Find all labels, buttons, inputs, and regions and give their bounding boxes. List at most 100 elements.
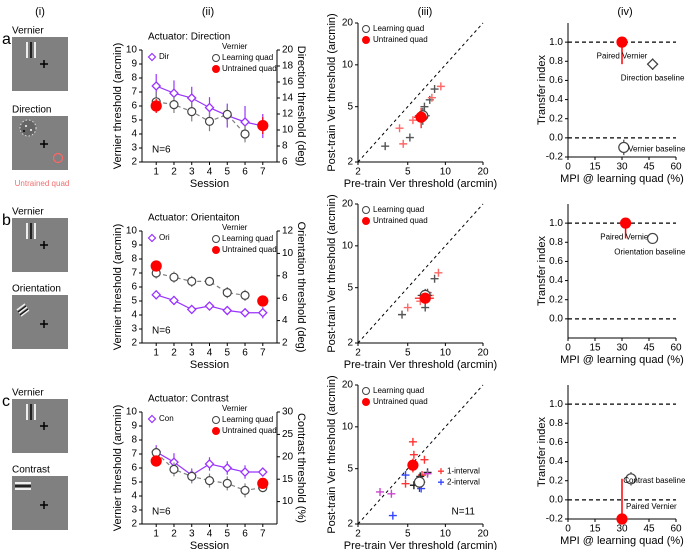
row-label: c <box>2 393 10 410</box>
x-tick-label: 6 <box>242 167 248 178</box>
y-tick-label: 6 <box>131 463 137 474</box>
marker <box>616 36 628 48</box>
y2-tick-label: 6 <box>282 293 288 304</box>
marker <box>240 290 250 300</box>
marker <box>150 100 162 112</box>
x-tick-label: 5 <box>224 167 230 178</box>
x-tick-label: 5 <box>405 167 411 178</box>
marker <box>619 217 632 229</box>
y2-tick-label: 30 <box>282 407 294 418</box>
y-tick-label: 5 <box>131 115 137 126</box>
y-tick-label: 0.0 <box>549 494 563 505</box>
x-tick-label: 6 <box>242 529 248 540</box>
point-label: Paired Vernier <box>600 232 651 241</box>
marker <box>430 85 439 94</box>
marker <box>398 310 407 319</box>
x-axis-label: Session <box>190 359 229 371</box>
x-tick-label: 2 <box>171 348 177 359</box>
y-tick-label: 6 <box>131 282 137 293</box>
y-tick-label: 10 <box>342 421 354 432</box>
y-tick-label: 20 <box>342 199 354 210</box>
y-tick-label: 0.8 <box>549 418 563 429</box>
y2-axis-label: Contrast threshold (%) <box>295 413 307 523</box>
marker <box>169 272 179 282</box>
marker <box>240 485 250 495</box>
stimulus <box>12 37 68 91</box>
marker <box>420 102 429 111</box>
legend-marker <box>362 36 370 44</box>
marker <box>187 106 197 117</box>
legend-title: Vernier <box>222 404 248 413</box>
annotation: N=6 <box>152 326 171 337</box>
marker <box>646 58 659 71</box>
y-tick-label: 0.2 <box>549 475 563 486</box>
legend-marker <box>362 217 370 225</box>
marker <box>618 141 630 154</box>
y2-tick-label: 10 <box>282 248 294 259</box>
marker <box>376 487 385 496</box>
legend-label: Untrained quad <box>373 216 428 225</box>
row-label: a <box>2 31 11 48</box>
x-tick-label: 4 <box>207 348 213 359</box>
y-axis-label: Transfer index <box>536 55 548 125</box>
x-tick-label: 5 <box>224 348 230 359</box>
y2-tick-label: 16 <box>282 77 294 88</box>
marker <box>625 473 637 485</box>
marker <box>408 437 417 446</box>
x-tick-label: 7 <box>260 529 266 540</box>
legend-label: Untrained quad <box>222 245 277 254</box>
x-tick-label: 5 <box>405 529 411 540</box>
point-label: Paired Vernier <box>597 51 648 60</box>
marker <box>401 479 410 488</box>
legend-marker <box>212 427 220 435</box>
x-axis-label: Pre-train Ver threshold (arcmin) <box>344 178 497 190</box>
marker <box>395 124 404 133</box>
marker <box>169 99 179 110</box>
x-tick-label: 60 <box>670 524 682 535</box>
x-axis-label: MPI @ learning quad (%) <box>560 535 684 547</box>
marker <box>257 119 269 132</box>
y2-tick-label: 10 <box>282 125 294 136</box>
y-tick-label: 8 <box>131 435 137 446</box>
y-tick-label: 4 <box>131 310 137 321</box>
y-tick-label: 2 <box>347 157 353 168</box>
y2-tick-label: 8 <box>282 141 288 152</box>
marker <box>388 511 397 520</box>
y2-tick-label: 12 <box>282 109 294 120</box>
y-tick-label: 0.4 <box>549 94 563 105</box>
marker <box>419 292 431 304</box>
stimulus-label: Contrast <box>12 465 50 476</box>
x-tick-label: 0 <box>565 524 571 535</box>
legend-marker <box>362 25 370 33</box>
legend-label: Learning quad <box>373 386 424 395</box>
marker <box>381 142 390 151</box>
legend-marker <box>438 479 444 486</box>
marker <box>401 471 410 480</box>
annotation: N=11 <box>452 507 476 518</box>
annotation: N=6 <box>152 145 171 156</box>
y2-axis-label: Direction threshold (deg) <box>295 46 307 166</box>
y-tick-label: 1.0 <box>549 399 563 410</box>
marker <box>151 81 162 91</box>
legend-label: Untrained quad <box>222 426 277 435</box>
marker <box>427 93 436 102</box>
y2-axis-label: Orientation threshold (deg) <box>295 222 307 353</box>
stimulus-label: Orientation <box>12 284 61 295</box>
legend-marker <box>362 387 370 395</box>
y-tick-label: 2 <box>347 519 353 530</box>
y-tick-label: 6 <box>131 101 137 112</box>
x-axis-label: Session <box>190 540 229 550</box>
chart-title: Actuator: Contrast <box>148 394 229 405</box>
marker <box>186 93 197 103</box>
marker <box>187 471 197 481</box>
y-tick-label: 5 <box>131 296 137 307</box>
x-tick-label: 5 <box>224 529 230 540</box>
marker <box>204 102 215 113</box>
x-tick-label: 15 <box>589 162 601 173</box>
y-tick-label: 5 <box>347 101 353 112</box>
marker <box>405 133 414 142</box>
marker <box>204 476 215 486</box>
legend-marker <box>212 416 220 424</box>
x-tick-label: 1 <box>153 348 159 359</box>
chart-title: Actuator: Direction <box>148 32 230 43</box>
